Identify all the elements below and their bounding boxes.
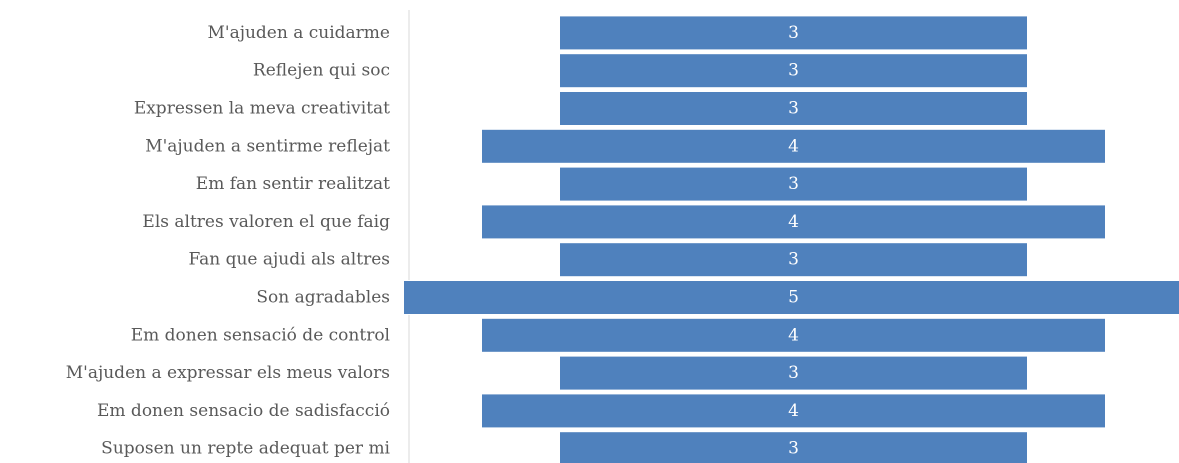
category-labels: M'ajuden a cuidarme Reflejen qui soc Expre…: [66, 23, 391, 459]
bar: [481, 317, 1106, 353]
bar: [559, 91, 1028, 126]
bar: [559, 242, 1028, 278]
category-label: M'ajuden a expressar els meus valors: [66, 363, 390, 383]
data-label: 3: [788, 250, 799, 270]
bar: [559, 15, 1028, 51]
bar: [559, 431, 1028, 463]
category-label: Em fan sentir realitzat: [196, 174, 390, 194]
category-label: M'ajuden a sentirme reflejat: [145, 136, 390, 156]
data-label: 3: [788, 363, 799, 383]
category-label: Suposen un repte adequat per mi: [101, 439, 390, 459]
category-label: Fan que ajudi als altres: [188, 250, 390, 270]
bar: [481, 128, 1106, 164]
data-label: 4: [788, 325, 799, 345]
data-label: 4: [788, 401, 799, 421]
category-label: Em donen sensació de control: [131, 325, 390, 345]
bar: [559, 166, 1028, 202]
bars: [403, 15, 1179, 463]
data-label: 3: [788, 99, 799, 119]
data-label: 3: [788, 174, 799, 194]
data-label: 4: [788, 136, 799, 156]
category-label: Els altres valoren el que faig: [142, 212, 390, 232]
category-label: Son agradables: [256, 288, 390, 308]
bar: [559, 355, 1028, 391]
bar: [481, 393, 1106, 429]
data-label: 4: [788, 212, 799, 232]
data-label: 5: [788, 288, 799, 308]
bar: [403, 280, 1179, 315]
bar: [559, 53, 1028, 89]
data-label: 3: [788, 61, 799, 81]
data-label: 3: [788, 23, 799, 43]
category-label: Reflejen qui soc: [253, 61, 390, 81]
category-label: M'ajuden a cuidarme: [207, 23, 390, 43]
category-label: Em donen sensacio de sadisfacció: [97, 401, 390, 421]
data-label: 3: [788, 439, 799, 459]
bar: [481, 204, 1106, 240]
data-labels: 3 3 3 4 3 4 3 5 4 3 4 3: [788, 23, 799, 459]
category-label: Expressen la meva creativitat: [134, 99, 390, 119]
